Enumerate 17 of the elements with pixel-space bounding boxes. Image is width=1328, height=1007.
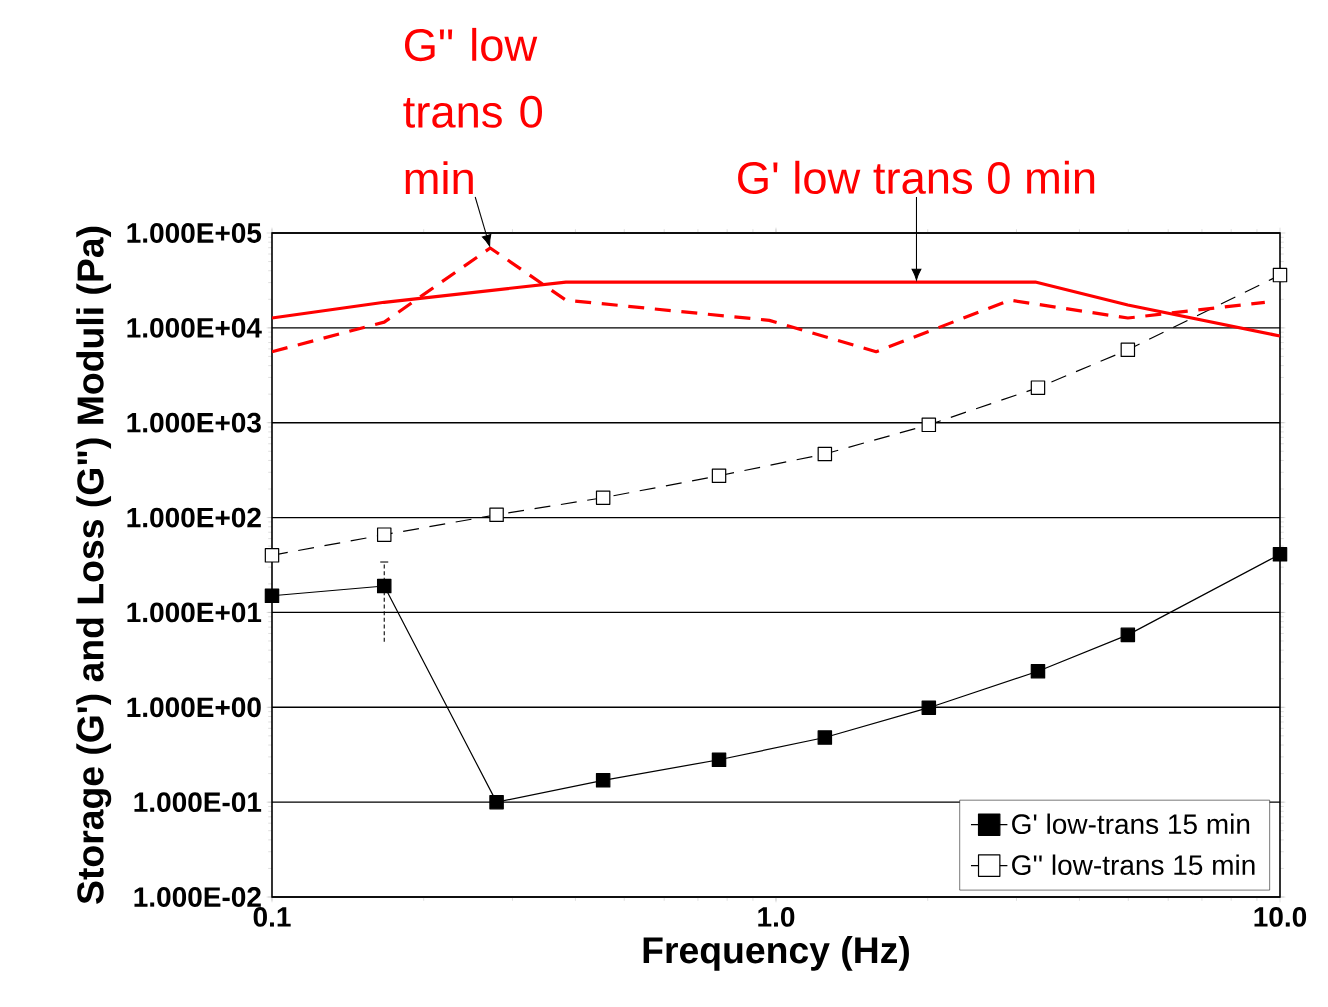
x-tick-label: 1.0	[758, 907, 795, 927]
legend-label: G'' low-trans 15 min	[1012, 854, 1255, 876]
x-axis-title: Frequency (Hz)	[643, 936, 909, 971]
legend-label: G' low-trans 15 min	[1012, 813, 1250, 835]
y-tick-label: 1.000E-01	[134, 792, 262, 813]
y-tick-label: 1.000E-02	[134, 887, 261, 907]
x-tick-label: 10.0	[1254, 907, 1307, 927]
y-tick-label: 1.000E+05	[127, 223, 262, 243]
annotation: G" low trans 0 min	[403, 27, 543, 195]
y-tick-label: 1.000E+01	[127, 602, 262, 623]
y-tick-label: 1.000E+02	[127, 507, 261, 528]
annotation: G' low trans 0 min	[738, 160, 1095, 195]
y-axis-title: Storage (G') and Loss (G") Moduli (Pa)	[76, 226, 112, 904]
x-tick-label: 0.1	[253, 907, 291, 927]
y-tick-label: 1.000E+04	[127, 317, 262, 338]
y-tick-label: 1.000E+00	[127, 697, 261, 718]
y-tick-label: 1.000E+03	[127, 412, 261, 433]
